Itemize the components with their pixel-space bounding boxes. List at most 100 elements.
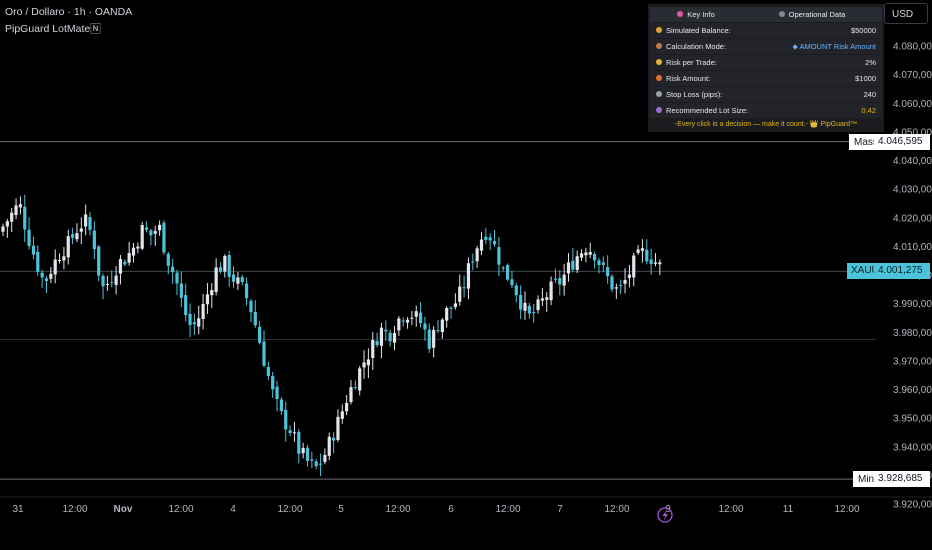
- candle-body: [79, 228, 83, 232]
- lightning-bolt-icon: [662, 510, 668, 521]
- price-tick-label: 3.970,000: [893, 356, 932, 367]
- time-tick-label: 12:00: [385, 504, 410, 515]
- price-tick-label: 4.070,000: [893, 70, 932, 81]
- candle-body: [166, 253, 170, 266]
- panel-row-label: Recommended Lot Size:: [656, 103, 748, 118]
- candle-body: [340, 411, 344, 419]
- candle-body: [127, 253, 131, 263]
- price-tick-label: 4.010,000: [893, 242, 932, 253]
- candle-body: [149, 230, 153, 236]
- row-emoji-icon: [656, 27, 662, 33]
- candle-body: [179, 283, 183, 298]
- candle-body: [636, 249, 640, 253]
- candle-body: [62, 256, 66, 261]
- key-info-icon: [677, 11, 684, 17]
- price-tick-label: 4.080,000: [893, 42, 932, 53]
- min-price-label: 3.928,685: [874, 471, 930, 488]
- indicator-name[interactable]: PipGuard LotMate🄽: [5, 23, 101, 35]
- candle-body: [536, 299, 540, 311]
- price-tick-label: 3.960,000: [893, 385, 932, 396]
- panel-footer-tagline: -Every click is a decision — make it cou…: [674, 121, 858, 128]
- candle-body: [506, 264, 510, 280]
- symbol-title[interactable]: Oro / Dollaro · 1h · OANDA: [5, 6, 133, 18]
- candle-body: [345, 402, 349, 412]
- panel-row: Stop Loss (pips): 240: [650, 87, 882, 102]
- candle-body: [558, 278, 562, 285]
- candle-body: [593, 254, 597, 261]
- candle-body: [245, 283, 249, 299]
- candle-body: [327, 436, 331, 456]
- panel-row-label: Stop Loss (pips):: [656, 87, 722, 102]
- row-emoji-icon: [656, 43, 662, 49]
- candle-body: [314, 461, 318, 467]
- candle-body: [253, 311, 257, 326]
- candle-body: [231, 274, 236, 282]
- candle-body: [392, 332, 397, 343]
- panel-row-label: Calculation Mode:: [656, 39, 726, 54]
- candle-body: [388, 332, 392, 342]
- candle-body: [123, 261, 127, 265]
- panel-row-value: 0.42: [861, 106, 876, 115]
- candle-body: [601, 262, 605, 266]
- panel-row-value: $1000: [855, 74, 876, 83]
- time-tick-label: 12:00: [277, 504, 302, 515]
- panel-row-label: Risk per Trade:: [656, 55, 717, 70]
- candle-body: [184, 295, 188, 316]
- candle-body: [175, 272, 179, 284]
- candle-body: [362, 362, 366, 368]
- price-tick-label: 4.060,000: [893, 99, 932, 110]
- row-emoji-icon: [656, 107, 662, 113]
- candle-body: [549, 281, 553, 301]
- time-tick-label: 12:00: [495, 504, 520, 515]
- candle-body: [5, 221, 9, 227]
- row-emoji-icon: [656, 91, 662, 97]
- candle-body: [619, 285, 623, 287]
- candle-body: [658, 262, 662, 265]
- candle-body: [323, 454, 327, 462]
- time-tick-label: 12:00: [718, 504, 743, 515]
- candle-body: [262, 341, 266, 366]
- candle-body: [566, 262, 571, 274]
- candle-body: [371, 340, 375, 358]
- lightning-icon[interactable]: [657, 507, 673, 523]
- candle-body: [553, 278, 558, 280]
- candle-body: [97, 246, 101, 276]
- candle-body: [471, 261, 475, 263]
- candle-body: [301, 448, 305, 454]
- candle-body: [397, 318, 401, 331]
- candle-body: [584, 252, 588, 256]
- candle-body: [449, 307, 453, 309]
- candle-body: [523, 302, 527, 311]
- candle-body: [84, 214, 88, 227]
- candle-body: [297, 431, 301, 454]
- candle-body: [31, 245, 36, 255]
- candle-body: [66, 236, 70, 258]
- candle-body: [614, 287, 618, 289]
- key-info-header: Key Info: [650, 7, 742, 22]
- candle-body: [501, 267, 505, 269]
- candle-body: [214, 267, 218, 292]
- candle-body: [192, 322, 196, 325]
- candle-body: [118, 259, 123, 274]
- candle-body: [275, 386, 279, 400]
- candle-body: [162, 222, 166, 253]
- candle-body: [288, 430, 292, 434]
- price-tick-label: 4.020,000: [893, 213, 932, 224]
- candle-body: [305, 447, 310, 461]
- candle-body: [484, 236, 488, 240]
- candle-body: [153, 231, 157, 234]
- candle-body: [27, 229, 31, 247]
- candle-body: [18, 204, 22, 208]
- candle-body: [40, 272, 44, 278]
- panel-row-value: 2%: [865, 58, 876, 67]
- candle-body: [292, 432, 297, 434]
- currency-button[interactable]: USD: [884, 3, 928, 24]
- candle-body: [101, 275, 105, 287]
- candle-body: [488, 237, 492, 241]
- candle-body: [105, 283, 109, 285]
- candle-body: [258, 326, 262, 343]
- price-tick-label: 3.990,000: [893, 299, 932, 310]
- price-tick-label: 3.940,000: [893, 442, 932, 453]
- candle-body: [575, 256, 579, 270]
